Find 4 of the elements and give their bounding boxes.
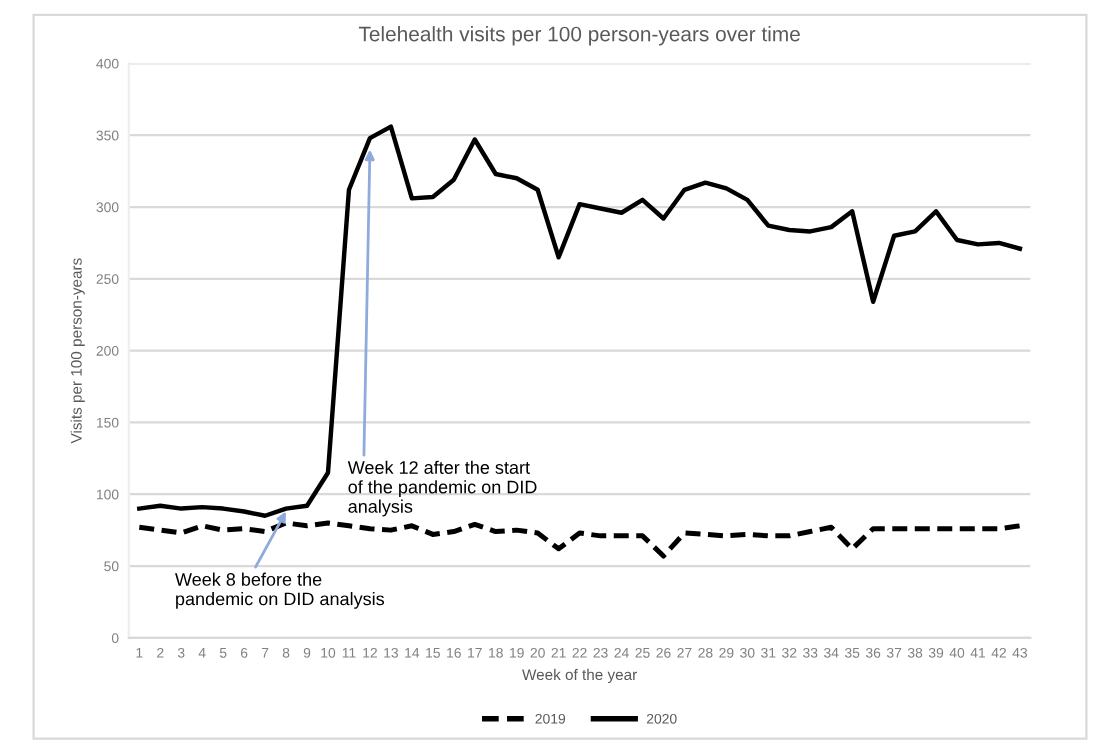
annotation: Week 12 after the start of the pandemic on DID analysis	[347, 460, 537, 517]
chart-title: Telehealth visits per 100 person-years over time	[358, 26, 800, 46]
line-series	[137, 124, 1023, 518]
annotation: Week 8 before the pandemic on DID analysis	[175, 572, 385, 609]
